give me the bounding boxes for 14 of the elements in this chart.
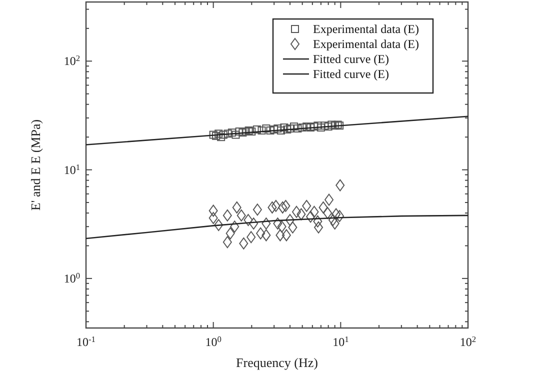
legend-label: Fitted curve (E) xyxy=(313,52,389,66)
legend-label: Experimental data (E) xyxy=(313,37,419,51)
line-series xyxy=(85,116,469,146)
y-tick-label: 10$^{2}$ xyxy=(64,54,80,68)
legend-label: Fitted curve (E) xyxy=(313,67,389,81)
y-axis-title: E' and E E (MPa) xyxy=(28,119,43,211)
y-tick-label: 10$^{0}$ xyxy=(64,270,80,286)
legend-label: Experimental data (E) xyxy=(313,22,419,36)
x-tick-label: 10$^{0}$ xyxy=(205,334,222,349)
x-tick-label: 10$^{2}$ xyxy=(460,334,476,349)
y-tick-label: 10$^{1}$ xyxy=(64,162,80,177)
x-axis-title: Frequency (Hz) xyxy=(236,355,318,370)
x-tick-label: 10$^{-1}$ xyxy=(76,334,96,349)
x-tick-label: 10$^{1}$ xyxy=(332,334,349,349)
